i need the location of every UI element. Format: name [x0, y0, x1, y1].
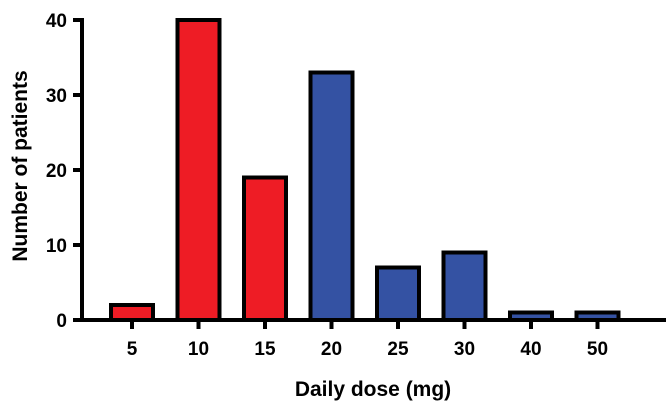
x-axis-ticks: 5 10 15 20 25 30 40 50 [127, 320, 608, 360]
x-tick-label: 20 [321, 339, 342, 360]
y-axis-title: Number of patients [9, 70, 32, 261]
x-axis-title: Daily dose (mg) [295, 378, 451, 401]
y-axis-ticks: 0 10 20 30 40 [46, 11, 82, 332]
bar-20 [308, 70, 355, 322]
y-tick-label: 40 [46, 11, 67, 32]
x-tick-label: 50 [587, 339, 608, 360]
y-tick-label: 0 [56, 311, 67, 332]
x-tick-label: 5 [127, 339, 138, 360]
y-tick-label: 10 [46, 236, 67, 257]
x-tick-label: 15 [254, 339, 276, 360]
bar-30 [441, 250, 488, 322]
bar-25 [375, 265, 421, 322]
bars [109, 18, 621, 322]
bar-15 [242, 175, 288, 322]
bar-10 [175, 18, 222, 322]
x-tick-label: 30 [454, 339, 475, 360]
y-tick-label: 30 [46, 86, 67, 107]
y-tick-label: 20 [46, 161, 67, 182]
x-tick-label: 25 [387, 339, 409, 360]
x-tick-label: 10 [188, 339, 209, 360]
x-tick-label: 40 [520, 339, 541, 360]
bar-5 [109, 303, 155, 322]
